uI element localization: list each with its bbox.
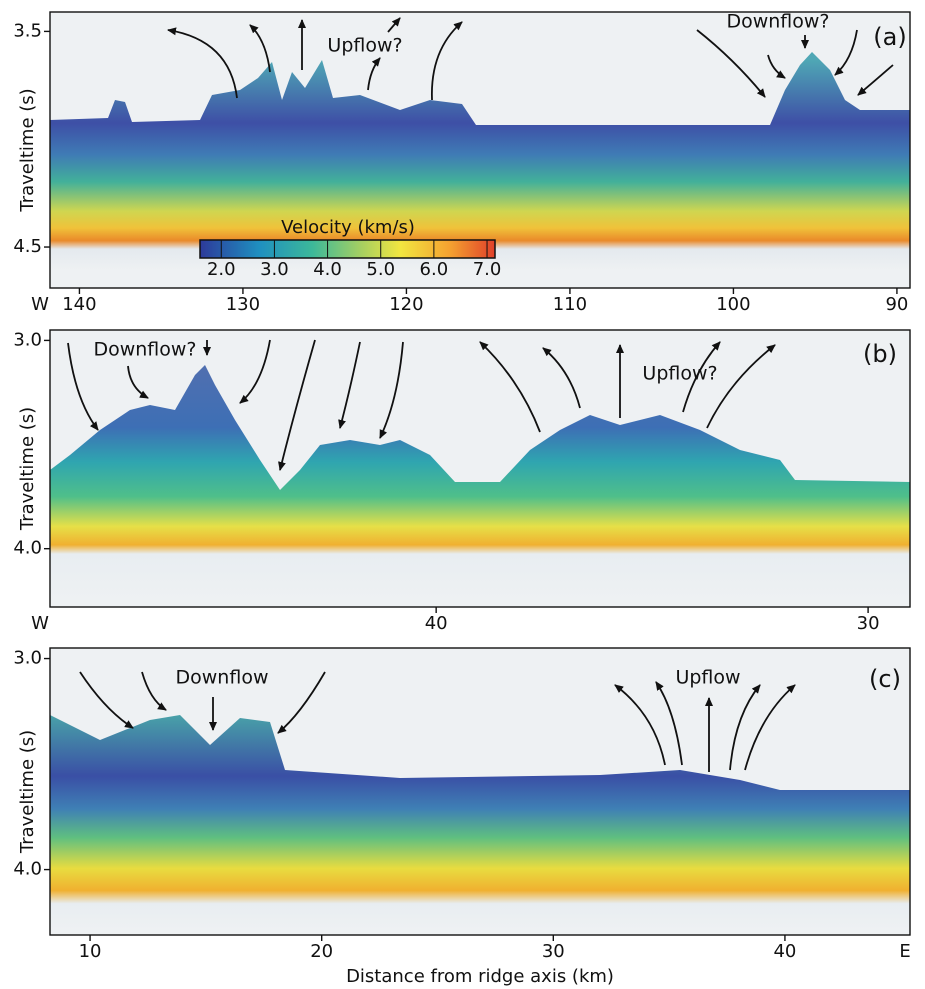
arrow	[141, 671, 167, 711]
x-tick-label: 90	[885, 294, 908, 315]
annotation: Downflow	[176, 667, 269, 689]
panel-label: (c)	[869, 665, 901, 693]
x-tick-label: 30	[542, 941, 565, 962]
arrow	[249, 24, 271, 73]
flow-arrows	[67, 339, 776, 471]
arrow	[479, 341, 541, 433]
flow-arrows	[167, 17, 894, 101]
colorbar-tick-label: 3.0	[260, 259, 289, 280]
arrow	[706, 344, 776, 429]
arrow	[696, 29, 766, 98]
arrow	[542, 347, 581, 409]
panel-frame	[49, 647, 911, 936]
x-tick-label: 10	[79, 941, 102, 962]
y-axis-label: Traveltime (s)	[17, 407, 38, 531]
x-tick-label: 30	[857, 613, 880, 634]
x-tick-label: 20	[310, 941, 333, 962]
y-tick-label: 4.5	[13, 236, 42, 257]
x-end-label: E	[899, 941, 910, 962]
colorbar-tick-label: 7.0	[473, 259, 502, 280]
x-axis-label: Distance from ridge axis (km)	[346, 966, 614, 987]
colorbar	[199, 239, 496, 259]
arrow	[655, 681, 683, 766]
y-axis-label: Traveltime (s)	[17, 88, 38, 212]
annotation: Upflow?	[642, 363, 717, 385]
colorbar-tick-label: 2.0	[207, 259, 236, 280]
arrow	[744, 684, 796, 771]
x-tick-label: 140	[62, 294, 96, 315]
arrow	[857, 64, 894, 96]
x-tick-label: 40	[425, 613, 448, 634]
arrow	[79, 671, 134, 729]
seismic-section	[50, 52, 910, 288]
y-tick-label: 3.0	[13, 648, 42, 669]
y-tick-label: 3.5	[13, 20, 42, 41]
arrow	[278, 339, 316, 471]
arrow	[277, 671, 326, 734]
arrow	[729, 684, 761, 771]
flow-arrows	[79, 671, 796, 772]
seismic-section	[50, 365, 910, 607]
arrow	[431, 21, 463, 101]
panel-frame	[49, 11, 911, 289]
y-tick-label: 4.0	[13, 538, 42, 559]
x-tick-label: 40	[773, 941, 796, 962]
annotation: Downflow?	[726, 11, 829, 33]
x-end-label: W	[31, 613, 49, 634]
arrow	[834, 29, 858, 76]
panel-label: (a)	[873, 23, 906, 51]
arrow	[767, 54, 786, 79]
arrow	[338, 341, 361, 429]
arrow	[379, 341, 404, 439]
colorbar-tick-label: 5.0	[366, 259, 395, 280]
y-tick-label: 3.0	[13, 329, 42, 350]
y-tick-label: 4.0	[13, 859, 42, 880]
arrow	[67, 342, 99, 431]
arrow	[614, 684, 666, 766]
annotation: Downflow?	[93, 339, 196, 361]
panel-frame	[49, 329, 911, 608]
colorbar-tick-label: 6.0	[420, 259, 449, 280]
x-end-label: W	[31, 294, 49, 315]
arrow	[127, 365, 149, 399]
seismic-section	[50, 715, 910, 935]
y-axis-label: Traveltime (s)	[17, 730, 38, 854]
x-tick-label: 120	[389, 294, 423, 315]
colorbar-tick-label: 4.0	[313, 259, 342, 280]
colorbar-title: Velocity (km/s)	[281, 217, 415, 238]
arrow	[682, 341, 721, 413]
panel-label: (b)	[863, 340, 897, 368]
arrow	[387, 17, 401, 33]
annotation: Upflow?	[327, 35, 402, 57]
arrow	[167, 27, 238, 99]
x-tick-label: 110	[553, 294, 587, 315]
arrow	[367, 57, 381, 91]
annotation: Upflow	[675, 667, 740, 689]
x-tick-label: 100	[716, 294, 750, 315]
x-tick-label: 130	[226, 294, 260, 315]
arrow	[239, 339, 271, 404]
